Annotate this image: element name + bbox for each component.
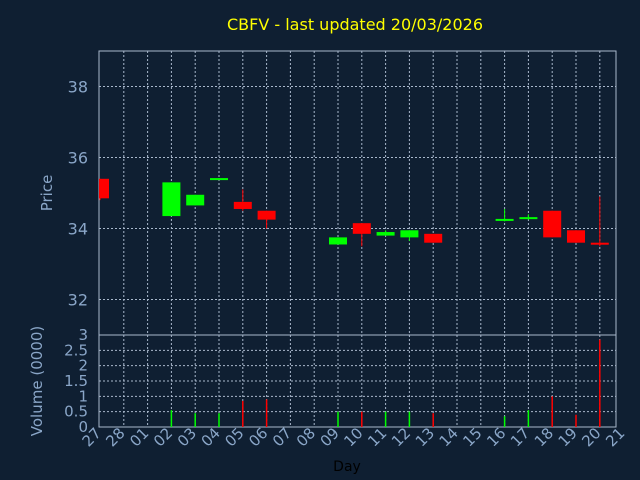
candle-body	[162, 182, 181, 217]
candle-20	[590, 196, 609, 247]
candle-03	[186, 194, 205, 206]
candle-body	[233, 201, 252, 209]
candles	[99, 178, 609, 247]
volume-axis-label: Volume (0000)	[28, 326, 46, 436]
volume-tick-label: 2	[78, 357, 88, 375]
candle-04	[210, 178, 228, 181]
candle-body	[352, 223, 371, 234]
candle-16	[495, 208, 514, 222]
candle-10	[352, 223, 371, 247]
chart-title: CBFV - last updated 20/03/2026	[227, 15, 483, 34]
candle-body	[590, 242, 609, 245]
day-axis-ticks: 2728010203040506070809101112131415161718…	[79, 424, 629, 450]
candle-09	[329, 237, 347, 245]
volume-tick-label: 1	[78, 387, 88, 405]
candle-05	[233, 189, 252, 211]
candle-body	[186, 194, 205, 206]
candle-body	[257, 210, 276, 220]
candle-02	[162, 182, 181, 217]
price-tick-label: 34	[68, 220, 88, 239]
candle-06	[257, 210, 276, 229]
price-tick-label: 36	[68, 149, 88, 168]
volume-bars	[170, 339, 601, 427]
candle-body	[400, 230, 419, 238]
volume-panel-frame	[98, 334, 617, 428]
candle-body	[543, 210, 562, 238]
volume-tick-label: 0	[78, 418, 88, 436]
candle-body	[329, 237, 347, 245]
volume-tick-label: 3	[78, 326, 88, 344]
volume-axis-ticks: 00.511.522.53	[64, 326, 88, 436]
volume-tick-label: 1.5	[64, 372, 88, 390]
candle-body	[519, 217, 538, 220]
candle-body	[210, 178, 228, 181]
price-tick-label: 32	[68, 291, 88, 310]
candle-body	[495, 218, 514, 221]
price-axis-ticks: 32 34 36 38	[68, 78, 88, 310]
day-axis-label: Day	[333, 459, 361, 475]
candle-17	[519, 214, 538, 220]
candle-11	[376, 230, 395, 236]
price-tick-label: 38	[68, 78, 88, 97]
candle-body	[99, 178, 109, 199]
candle-12	[400, 230, 419, 241]
volume-tick-label: 2.5	[64, 341, 88, 359]
price-axis-label: Price	[38, 175, 56, 212]
candle-19	[567, 230, 585, 243]
candle-18	[543, 210, 562, 238]
candle-27	[99, 178, 109, 201]
candle-13	[424, 233, 443, 243]
candle-body	[424, 233, 443, 243]
candle-body	[567, 230, 585, 243]
candle-body	[376, 232, 395, 236]
volume-tick-label: 0.5	[64, 403, 88, 421]
